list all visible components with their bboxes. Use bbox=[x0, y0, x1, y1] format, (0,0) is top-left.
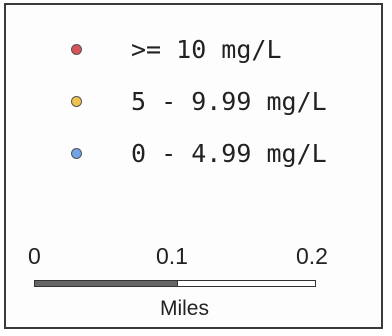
yellow-dot-icon bbox=[71, 96, 82, 107]
blue-dot-icon bbox=[71, 148, 82, 159]
legend-item-medium: 5 - 9.99 mg/L bbox=[6, 84, 381, 124]
legend-label-high: >= 10 mg/L bbox=[131, 35, 282, 64]
scale-segment-empty bbox=[177, 280, 316, 287]
scale-tick-2: 0.2 bbox=[296, 243, 328, 269]
red-dot-icon bbox=[71, 44, 82, 55]
scale-units-label: Miles bbox=[159, 297, 209, 320]
legend-item-low: 0 - 4.99 mg/L bbox=[6, 136, 381, 176]
scale-tick-0: 0 bbox=[28, 243, 41, 269]
scale-segment-filled bbox=[34, 280, 178, 287]
legend-label-low: 0 - 4.99 mg/L bbox=[131, 139, 327, 168]
legend-item-high: >= 10 mg/L bbox=[6, 32, 381, 72]
scale-tick-1: 0.1 bbox=[156, 243, 188, 269]
scale-bar: 0 0.1 0.2 Miles bbox=[6, 5, 381, 327]
legend-label-medium: 5 - 9.99 mg/L bbox=[131, 87, 327, 116]
map-legend: >= 10 mg/L 5 - 9.99 mg/L 0 - 4.99 mg/L 0… bbox=[4, 3, 383, 329]
